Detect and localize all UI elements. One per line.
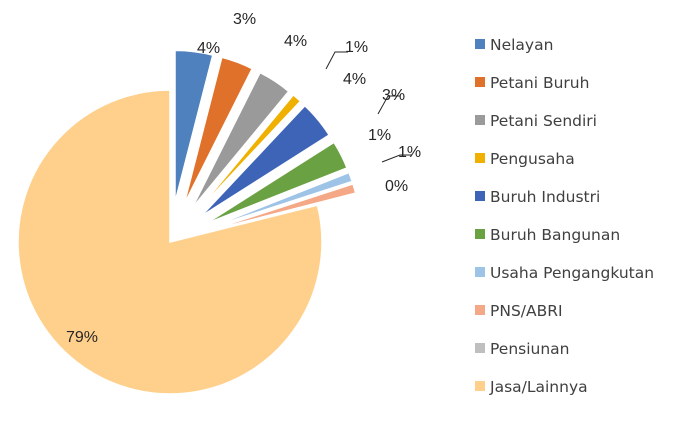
leader-line-pengusaha bbox=[325, 51, 348, 70]
legend-label-pengusaha: Pengusaha bbox=[490, 150, 575, 168]
pie-slice-pns-abri bbox=[208, 182, 357, 232]
legend-label-pensiunan: Pensiunan bbox=[490, 340, 570, 358]
data-label-usaha-pengangkutan: 1% bbox=[368, 127, 391, 144]
pie-slice-pengusaha bbox=[195, 93, 302, 213]
pie-slice-usaha-pengangkutan bbox=[207, 171, 354, 230]
data-label-petani-buruh: 3% bbox=[233, 11, 256, 28]
legend-swatch-usaha-pengangkutan bbox=[475, 267, 485, 277]
legend-label-buruh-bangunan: Buruh Bangunan bbox=[490, 226, 620, 244]
legend-swatch-pensiunan bbox=[475, 343, 485, 353]
pie-slice-petani-sendiri bbox=[191, 71, 290, 209]
legend-label-pns-abri: PNS/ABRI bbox=[490, 302, 563, 320]
legend-label-buruh-industri: Buruh Industri bbox=[490, 188, 600, 206]
pie-slices bbox=[17, 49, 358, 395]
leader-line-pns-abri bbox=[381, 154, 412, 163]
legend-swatch-pns-abri bbox=[475, 305, 485, 315]
data-label-buruh-bangunan: 3% bbox=[382, 87, 405, 104]
legend-swatch-pengusaha bbox=[475, 153, 485, 163]
data-labels: 4% 3% 4% 1% 4% 3% 1% 1% 0% 79% bbox=[66, 11, 421, 346]
pie-slice-petani-buruh bbox=[183, 56, 254, 205]
pie-slice-nelayan bbox=[174, 49, 214, 203]
legend-swatch-petani-sendiri bbox=[475, 115, 485, 125]
data-label-jasa-lainnya: 79% bbox=[66, 329, 98, 346]
legend-label-nelayan: Nelayan bbox=[490, 36, 553, 54]
leader-line-buruh-bangunan bbox=[377, 95, 400, 115]
data-label-petani-sendiri: 4% bbox=[284, 33, 307, 50]
data-label-pengusaha: 1% bbox=[345, 39, 368, 56]
leader-lines bbox=[325, 51, 412, 163]
legend-swatch-nelayan bbox=[475, 39, 485, 49]
data-label-pensiunan: 0% bbox=[385, 178, 408, 195]
legend-swatch-petani-buruh bbox=[475, 77, 485, 87]
data-label-nelayan: 4% bbox=[197, 40, 220, 57]
pie-slice-buruh-bangunan bbox=[205, 141, 348, 225]
pie-slice-jasa-lainnya bbox=[17, 89, 323, 395]
legend-label-usaha-pengangkutan: Usaha Pengangkutan bbox=[490, 264, 654, 282]
legend-label-petani-sendiri: Petani Sendiri bbox=[490, 112, 597, 130]
data-label-buruh-industri: 4% bbox=[343, 71, 366, 88]
pie-slice-buruh-industri bbox=[200, 104, 331, 218]
legend-swatch-buruh-industri bbox=[475, 191, 485, 201]
legend-label-petani-buruh: Petani Buruh bbox=[490, 74, 589, 92]
legend: Nelayan Petani Buruh Petani Sendiri Pengusa… bbox=[475, 36, 654, 396]
legend-label-jasa-lainnya: Jasa/Lainnya bbox=[489, 378, 588, 396]
data-label-pns-abri: 1% bbox=[398, 144, 421, 161]
legend-swatch-jasa-lainnya bbox=[475, 381, 485, 391]
legend-swatch-buruh-bangunan bbox=[475, 229, 485, 239]
